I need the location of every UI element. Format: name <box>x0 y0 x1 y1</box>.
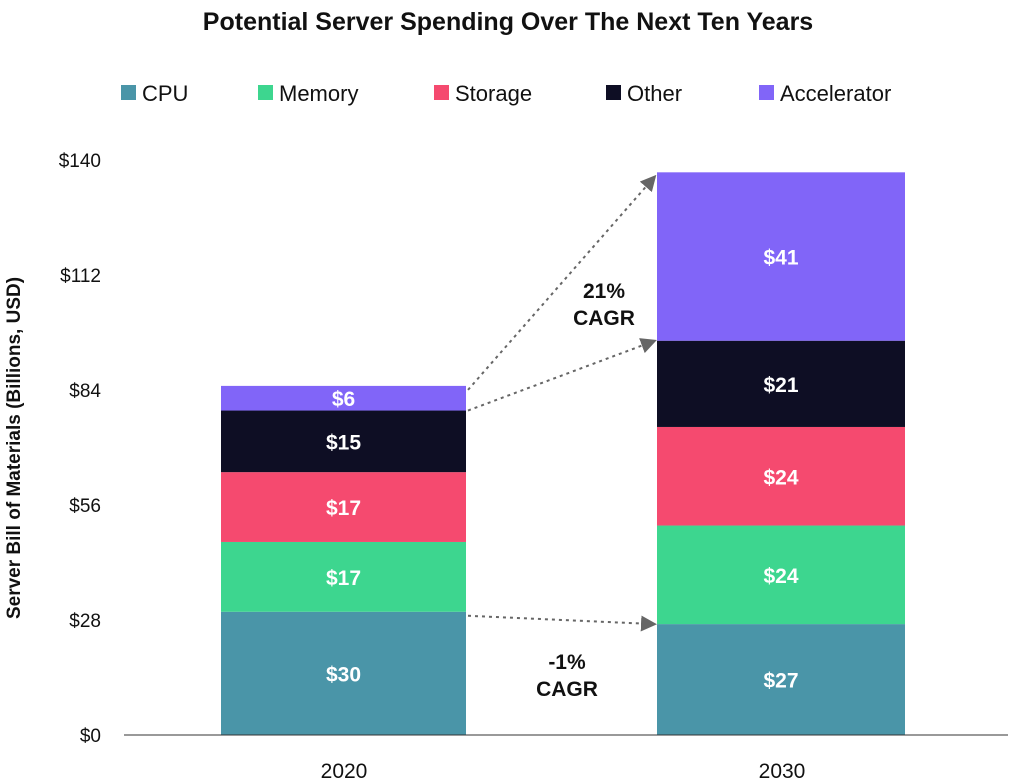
legend-swatch-storage <box>434 85 449 100</box>
legend-swatch-other <box>606 85 621 100</box>
legend-label-other: Other <box>627 81 682 106</box>
arrow-cpu <box>467 614 657 632</box>
x-axis-ticks: 2020 2030 <box>321 760 806 783</box>
bar-segment-storage-2030 <box>657 426 905 526</box>
data-label: $17 <box>326 497 361 520</box>
data-label: $15 <box>326 431 361 454</box>
legend: CPU Memory Storage Other Accelerator <box>121 81 891 106</box>
bars: $30 $17 $17 $15 $6 $27 $24 $24 $21 $41 <box>221 172 905 735</box>
data-label: $6 <box>332 388 355 411</box>
data-label: $24 <box>763 466 798 489</box>
y-tick-label: $0 <box>80 726 101 747</box>
legend-label-memory: Memory <box>279 81 358 106</box>
data-label: $41 <box>763 247 798 270</box>
y-axis-ticks: $0 $28 $56 $84 $112 $140 <box>59 151 102 747</box>
data-label: $30 <box>326 663 361 686</box>
legend-label-storage: Storage <box>455 81 532 106</box>
data-label: $17 <box>326 567 361 590</box>
bar-segment-accelerator-2020 <box>221 385 466 411</box>
bar-segment-storage-2020 <box>221 472 466 542</box>
x-tick-label-2030: 2030 <box>759 760 806 783</box>
y-tick-label: $140 <box>59 151 101 172</box>
legend-swatch-accelerator <box>759 85 774 100</box>
arrow-total <box>467 174 657 391</box>
legend-label-cpu: CPU <box>142 81 188 106</box>
bar-segment-memory-2020 <box>221 541 466 612</box>
cagr-annotation: 21% <box>583 280 625 303</box>
cagr-annotation: -1% <box>548 651 586 674</box>
bar-segment-accelerator-2030 <box>657 172 905 341</box>
cagr-annotation: CAGR <box>536 678 598 701</box>
bar-segment-other-2020 <box>221 410 466 473</box>
legend-label-accelerator: Accelerator <box>780 81 891 106</box>
annotations: 21% CAGR -1% CAGR <box>536 280 635 701</box>
y-tick-label: $28 <box>69 611 101 632</box>
bar-segment-other-2030 <box>657 340 905 427</box>
bar-segment-cpu-2030 <box>657 624 905 735</box>
bar-segment-cpu-2020 <box>221 611 466 735</box>
cagr-annotation: CAGR <box>573 307 635 330</box>
cagr-arrows <box>467 174 657 632</box>
y-tick-label: $84 <box>69 381 101 402</box>
x-tick-label-2020: 2020 <box>321 760 368 783</box>
data-label: $27 <box>763 670 798 693</box>
chart-title: Potential Server Spending Over The Next … <box>203 8 813 36</box>
data-label: $21 <box>763 374 798 397</box>
data-label: $24 <box>763 565 798 588</box>
y-tick-label: $112 <box>60 266 101 287</box>
arrow-other <box>467 338 657 412</box>
bar-segment-memory-2030 <box>657 525 905 625</box>
legend-swatch-memory <box>258 85 273 100</box>
y-axis-label: Server Bill of Materials (Billions, USD) <box>4 277 25 619</box>
legend-swatch-cpu <box>121 85 136 100</box>
y-tick-label: $56 <box>69 496 101 517</box>
